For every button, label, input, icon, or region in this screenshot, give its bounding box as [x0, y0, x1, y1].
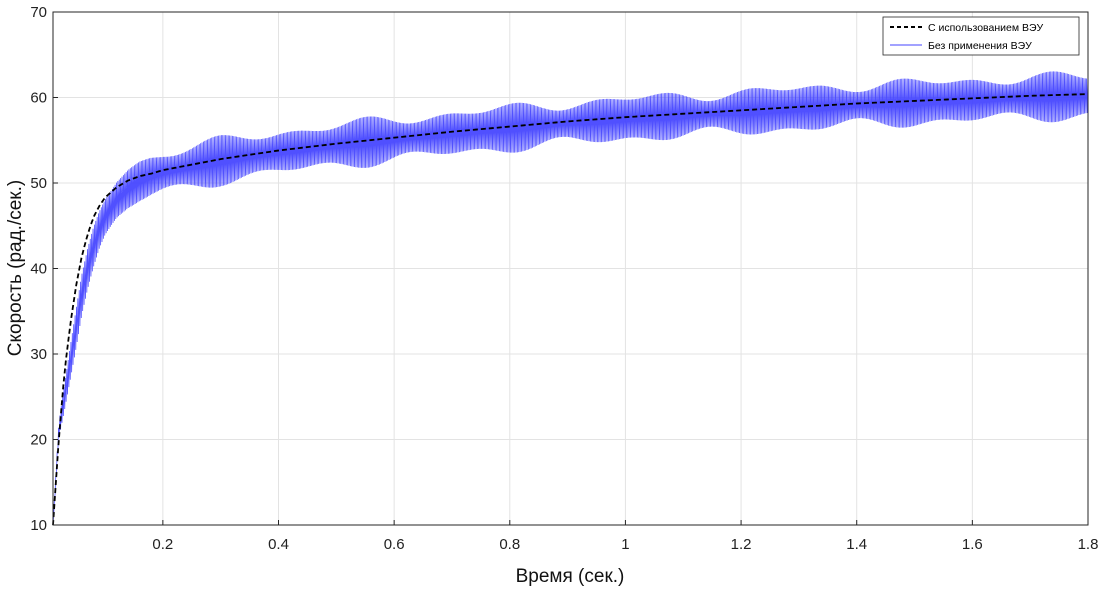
x-axis-ticks: 0.2 0.4 0.6 0.8 1 1.2 1.4 1.6 1.8 [152, 520, 1098, 553]
x-tick-label: 1.2 [731, 536, 752, 553]
x-tick-label: 1 [621, 536, 629, 553]
x-tick-label: 0.4 [268, 536, 289, 553]
series-with-wind-line [52, 93, 1089, 526]
y-tick-label: 70 [30, 4, 47, 21]
x-tick-label: 0.8 [499, 536, 520, 553]
x-tick-label: 1.6 [962, 536, 983, 553]
x-axis-label: Время (сек.) [516, 566, 625, 587]
y-axis-ticks: 10 20 30 40 50 60 70 [30, 4, 58, 534]
x-tick-label: 1.4 [846, 536, 867, 553]
y-axis-label: Скорость (рад./сек.) [5, 180, 26, 356]
x-tick-label: 1.8 [1078, 536, 1099, 553]
x-tick-label: 0.2 [152, 536, 173, 553]
legend: С использованием ВЭУ Без применения ВЭУ [882, 16, 1080, 56]
y-tick-label: 60 [30, 90, 47, 107]
legend-box [882, 16, 1080, 56]
y-tick-label: 10 [30, 517, 47, 534]
y-tick-label: 50 [30, 175, 47, 192]
legend-label-without: Без применения ВЭУ [928, 40, 1032, 52]
legend-label-with: С использованием ВЭУ [928, 22, 1044, 34]
series-layer [52, 71, 1089, 526]
y-tick-label: 20 [30, 432, 47, 449]
y-tick-label: 40 [30, 261, 47, 278]
x-tick-label: 0.6 [384, 536, 405, 553]
series-without-wind-line [52, 71, 1089, 526]
y-tick-label: 30 [30, 346, 47, 363]
